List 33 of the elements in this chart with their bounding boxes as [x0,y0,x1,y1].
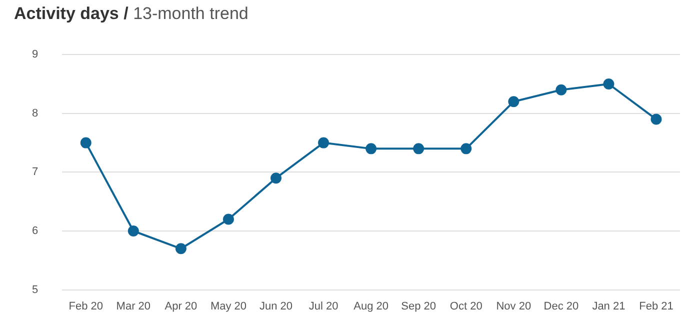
point [80,137,92,148]
point [460,143,472,154]
point [175,243,186,254]
point [270,172,282,184]
point [128,226,139,236]
x-tick-label: Jul 20 [308,300,338,312]
y-tick-label: 6 [32,225,38,238]
x-tick-label: Feb 20 [68,300,104,312]
x-tick-label: Jun 20 [259,300,293,312]
point [556,84,567,96]
x-tick-label: Feb 21 [639,300,674,312]
point [650,114,662,125]
x-tick-label: Dec 20 [544,300,579,312]
point [222,214,234,225]
x-tick-label: Aug 20 [354,300,388,312]
y-tick-label: 9 [32,48,38,61]
x-tick-label: Apr 20 [164,300,198,312]
y-tick-label: 5 [32,284,38,296]
point [413,143,424,154]
x-tick-label: Sep 20 [401,300,436,312]
point [603,78,614,90]
x-tick-label: Nov 20 [496,300,532,312]
y-tick-label: 7 [32,166,38,178]
x-tick-label: May 20 [210,300,247,312]
point [318,137,330,148]
x-tick-label: Oct 20 [450,300,482,312]
x-tick-label: Mar 20 [116,300,151,312]
point [366,143,377,154]
x-tick-label: Jan 21 [592,300,626,312]
point [508,96,520,108]
y-tick-label: 8 [32,107,38,120]
chart-title: Activity days / [14,4,128,23]
chart-subtitle: 13-month trend [133,4,248,23]
